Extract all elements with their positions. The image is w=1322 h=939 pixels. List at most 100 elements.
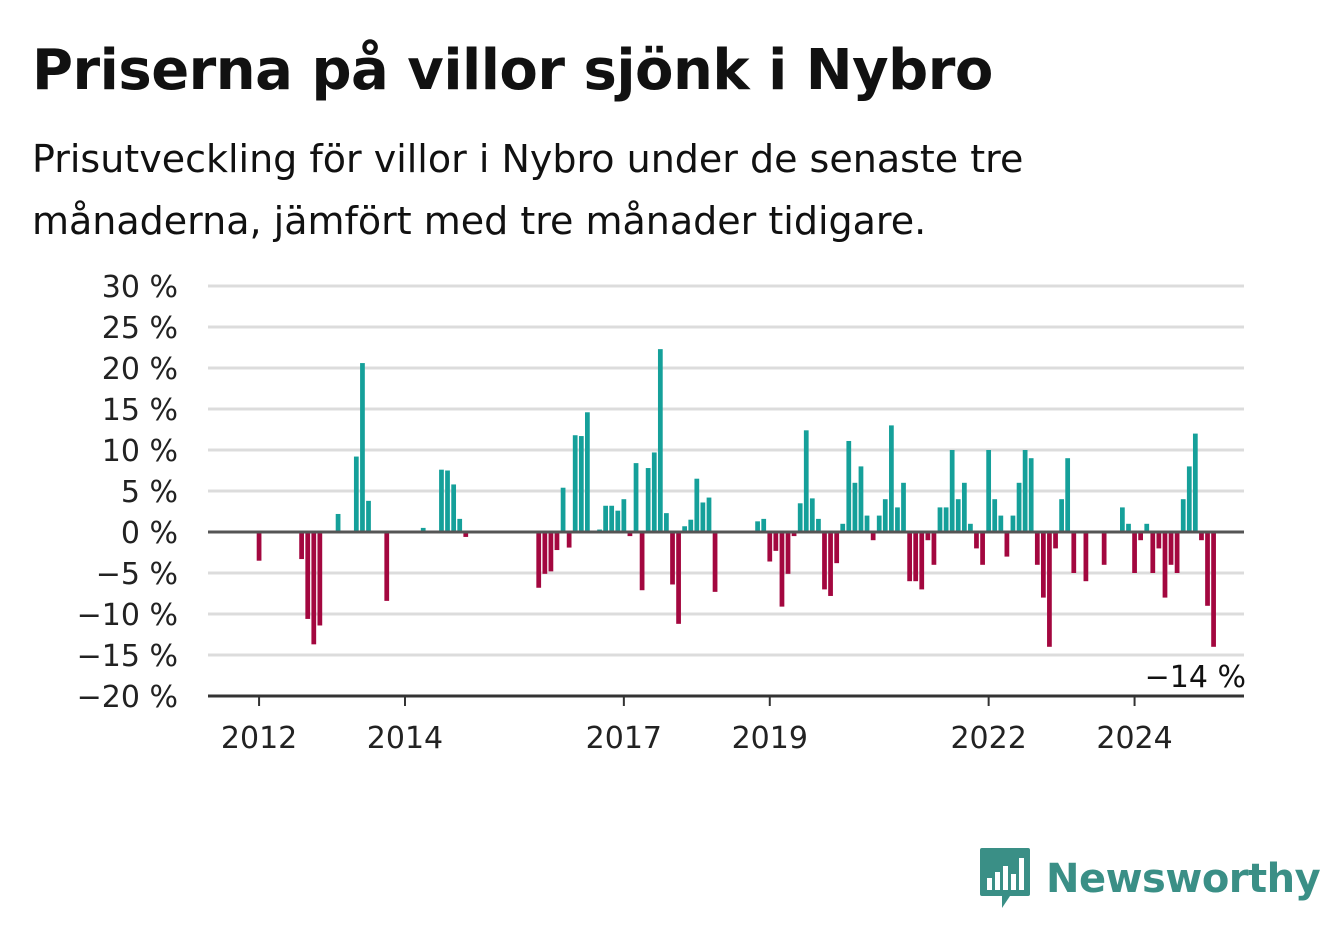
x-tick-label: 2017 [586,721,662,756]
bar [961,482,967,532]
bar [463,532,469,537]
bar [834,532,840,564]
bar [937,507,943,532]
x-axis-labels: 2012 2014 2017 2019 2022 2024 [221,721,1173,756]
bar [1065,458,1071,532]
bar [1120,507,1125,532]
bar [846,440,852,532]
bar [682,526,688,532]
bar [384,532,390,601]
newsworthy-logo: Newsworthy [980,848,1321,910]
bar [901,482,906,532]
bar [694,478,700,532]
bar [420,527,426,532]
bar [700,502,706,532]
chart-title: Priserna på villor sjönk i Nybro [32,38,993,103]
x-tick-label: 2012 [221,721,297,756]
bar [858,466,864,532]
bar [536,532,542,588]
bar [645,468,651,532]
bar [1016,482,1022,532]
bar [998,515,1004,532]
bar [907,532,913,582]
bar [882,499,888,532]
grid-lines [208,284,1244,657]
bar [1101,532,1107,565]
bars [256,349,1216,647]
bar [676,532,681,624]
bar [785,532,791,574]
bar [864,515,870,532]
bar [712,532,718,592]
bar [256,532,262,561]
y-axis-labels: 30 % 25 % 20 % 15 % 10 % 5 % 0 % −5 % −10 % −15 %… [77,270,178,715]
chart-subtitle: Prisutveckling för villor i Nybro under … [32,137,1024,243]
last-value-label: −14 % [1145,660,1246,695]
bar [1174,532,1180,573]
y-tick-label: −15 % [77,639,178,674]
bar [1156,532,1162,549]
bar [876,515,882,532]
bar [542,532,548,574]
bar [651,452,657,532]
bar [457,518,463,532]
bar [828,532,833,596]
bar [360,363,365,532]
bar [1010,515,1016,532]
axes [208,530,1244,706]
bar [578,436,584,532]
bar [1186,466,1192,532]
bar [1132,532,1137,573]
bar [615,510,621,532]
bar [852,482,858,532]
y-tick-label: 25 % [102,311,178,346]
bar [451,484,457,532]
bar [1138,532,1143,541]
bar [1199,532,1204,541]
bar [773,532,779,551]
bar [621,499,627,532]
bar [779,532,785,607]
bar [317,532,323,626]
brand-name: Newsworthy [1046,856,1321,902]
bar [445,470,450,532]
bar [986,450,992,532]
bar [609,505,615,532]
bar [1071,532,1077,573]
bar-chart: 30 % 25 % 20 % 15 % 10 % 5 % 0 % −5 % −10 % −15 %… [77,270,1246,756]
y-tick-label: −5 % [96,557,178,592]
bar [1144,523,1150,532]
bar [335,513,341,532]
bar [767,532,773,562]
bar [688,519,694,532]
bar [1126,523,1131,532]
bar [299,532,304,560]
bar [657,349,663,532]
bar [366,500,371,532]
bar [840,523,846,532]
y-tick-label: 20 % [102,352,178,387]
bar [548,532,554,572]
bar [1192,433,1198,532]
bar [1205,532,1210,606]
bar [822,532,827,590]
bar [311,532,317,645]
bar [895,507,900,532]
bar [791,532,797,537]
bar [639,532,645,591]
x-tick-label: 2019 [732,721,808,756]
bar [797,503,803,532]
bar [1040,532,1046,598]
x-tick-label: 2014 [367,721,443,756]
y-tick-label: 10 % [102,434,178,469]
x-tick-label: 2022 [950,721,1026,756]
bar [670,532,675,585]
y-tick-label: 30 % [102,270,178,305]
bar [870,532,876,541]
bar [809,498,815,532]
bar [353,456,359,532]
bar [305,532,311,619]
y-tick-label: 5 % [121,475,178,510]
bar [925,532,931,541]
bar [1004,532,1010,557]
